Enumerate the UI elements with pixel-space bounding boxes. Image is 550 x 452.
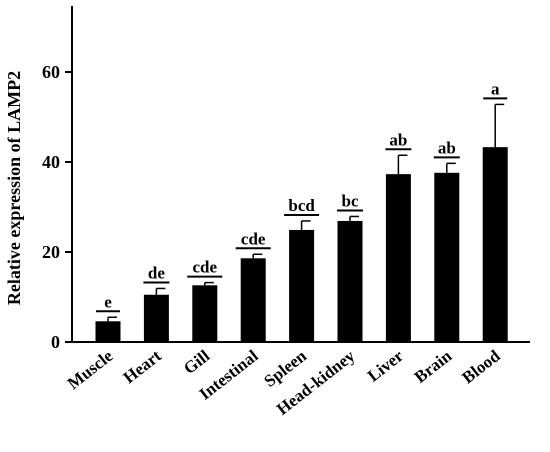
- error-bars: [107, 103, 505, 322]
- bar: [192, 285, 218, 342]
- significance-label: bcd: [288, 196, 315, 215]
- y-tick-label: 0: [51, 332, 60, 352]
- y-axis-label: Relative expression of LAMP2: [4, 71, 24, 305]
- category-labels: Muscle Heart GillIntestinalSpleenHead-kidn…: [64, 346, 504, 419]
- significance-label: de: [148, 263, 165, 282]
- significance-label: bc: [342, 191, 359, 210]
- bar: [434, 172, 460, 342]
- bar: [482, 147, 508, 342]
- significance-label: ab: [438, 138, 456, 157]
- significance-labels: e de cde cde bcd bc ab ab a: [96, 79, 508, 313]
- bar: [289, 229, 315, 342]
- category-label: Brain: [411, 346, 456, 387]
- category-label: Liver: [364, 346, 407, 386]
- category-label: Blood: [458, 346, 504, 387]
- bars: [95, 147, 508, 342]
- significance-label: a: [491, 79, 500, 98]
- significance-label: cde: [193, 258, 218, 277]
- y-tick-label: 20: [42, 242, 60, 262]
- y-tick-label: 40: [42, 152, 60, 172]
- bar: [385, 174, 411, 342]
- category-label: Muscle: [64, 346, 117, 393]
- y-tick-label: 60: [42, 62, 60, 82]
- significance-label: ab: [389, 130, 407, 149]
- significance-label: e: [104, 292, 112, 311]
- bar: [143, 294, 169, 342]
- category-label: Gill: [180, 346, 214, 378]
- bar: [240, 258, 266, 342]
- y-axis: 0 20 40 60: [42, 6, 73, 352]
- category-label: Heart: [120, 346, 165, 387]
- bar: [95, 321, 121, 342]
- bar: [337, 220, 363, 342]
- significance-label: cde: [241, 229, 266, 248]
